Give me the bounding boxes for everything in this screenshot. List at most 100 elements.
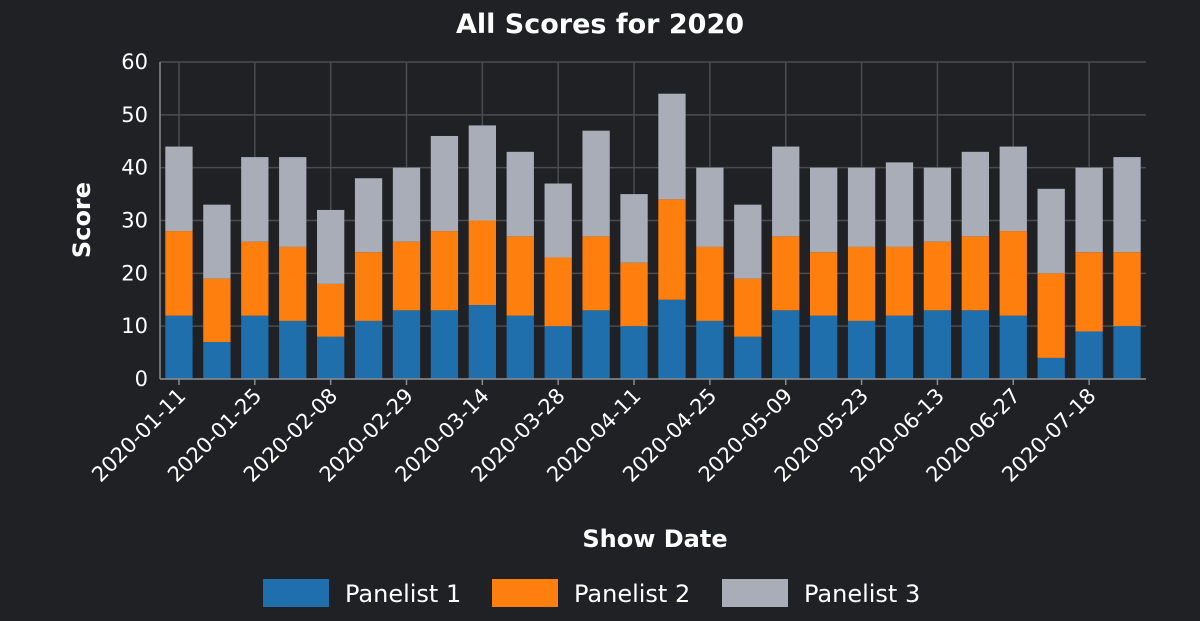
legend-swatch	[263, 579, 329, 607]
legend: Panelist 1 Panelist 2 Panelist 3	[263, 579, 920, 608]
bar-panelist-2	[544, 257, 572, 327]
bar-panelist-1	[923, 310, 952, 379]
bar-panelist-3	[1075, 167, 1103, 253]
bar-panelist-1	[506, 315, 534, 379]
bar-panelist-1	[1037, 357, 1065, 379]
bar-panelist-1	[961, 310, 989, 379]
y-tick-label: 60	[121, 50, 148, 74]
bar-panelist-2	[923, 241, 952, 311]
bars-layer	[165, 93, 1141, 379]
bar-panelist-2	[203, 278, 231, 343]
legend-swatch	[722, 579, 788, 607]
bar-panelist-3	[582, 130, 610, 237]
bar-panelist-3	[1037, 188, 1065, 274]
legend-item: Panelist 1	[263, 579, 461, 608]
y-tick-label: 10	[121, 314, 148, 338]
bar-panelist-1	[468, 305, 496, 379]
bar-panelist-3	[961, 151, 989, 237]
bar-panelist-2	[885, 246, 914, 316]
bar-panelist-3	[165, 146, 193, 232]
y-axis-title: Score	[68, 182, 96, 258]
bar-panelist-3	[544, 183, 572, 258]
bar-panelist-1	[620, 326, 648, 379]
bar-panelist-3	[506, 151, 534, 237]
legend-label: Panelist 1	[345, 580, 461, 608]
bar-panelist-2	[1075, 252, 1103, 332]
bar-panelist-1	[772, 310, 800, 379]
bar-panelist-2	[658, 199, 686, 300]
bar-panelist-1	[392, 310, 421, 379]
chart-title: All Scores for 2020	[456, 9, 744, 40]
bar-panelist-1	[317, 336, 345, 379]
bar-panelist-2	[241, 241, 269, 316]
bar-panelist-3	[734, 204, 762, 279]
bar-panelist-2	[696, 246, 724, 321]
y-tick-label: 30	[121, 209, 148, 233]
bar-panelist-3	[1113, 157, 1141, 253]
bar-panelist-2	[354, 252, 383, 321]
bar-panelist-2	[1037, 273, 1065, 358]
bar-panelist-2	[810, 252, 838, 316]
bar-panelist-1	[658, 299, 686, 379]
bar-panelist-2	[772, 236, 800, 311]
legend-item: Panelist 2	[492, 579, 690, 608]
bar-panelist-2	[1113, 252, 1141, 327]
bar-panelist-3	[885, 162, 914, 247]
bar-panelist-2	[847, 246, 876, 321]
bar-panelist-1	[203, 342, 231, 379]
bar-panelist-2	[506, 236, 534, 316]
bar-panelist-2	[392, 241, 421, 311]
bar-panelist-3	[772, 146, 800, 237]
bar-panelist-1	[885, 315, 914, 379]
bar-panelist-3	[392, 167, 421, 242]
bar-panelist-3	[696, 167, 724, 247]
bar-panelist-3	[317, 209, 345, 284]
y-tick-label: 50	[121, 103, 148, 127]
bar-panelist-1	[354, 320, 383, 379]
bar-panelist-2	[734, 278, 762, 337]
bar-panelist-1	[810, 315, 838, 379]
bar-panelist-2	[620, 262, 648, 327]
bar-panelist-3	[810, 167, 838, 253]
bar-panelist-3	[999, 146, 1027, 232]
bar-panelist-2	[582, 236, 610, 311]
bar-panelist-1	[544, 326, 572, 379]
bar-panelist-1	[582, 310, 610, 379]
bar-panelist-2	[999, 231, 1027, 316]
legend-swatch	[492, 579, 558, 607]
legend-label: Panelist 2	[574, 580, 690, 608]
bar-panelist-1	[999, 315, 1027, 379]
bar-panelist-3	[203, 204, 231, 279]
bar-panelist-3	[241, 157, 269, 242]
bar-panelist-3	[923, 167, 952, 242]
bar-panelist-2	[961, 236, 989, 311]
bar-panelist-1	[734, 336, 762, 379]
bar-panelist-3	[620, 194, 648, 263]
bar-panelist-2	[430, 231, 459, 311]
bar-panelist-1	[1113, 326, 1141, 379]
bar-panelist-2	[468, 220, 496, 306]
legend-label: Panelist 3	[804, 580, 920, 608]
bar-panelist-1	[165, 315, 193, 379]
legend-item: Panelist 3	[722, 579, 920, 608]
bar-panelist-2	[279, 246, 307, 321]
y-tick-label: 20	[121, 261, 148, 285]
y-tick-label: 0	[135, 367, 148, 391]
bar-panelist-2	[165, 231, 193, 316]
bar-panelist-3	[354, 178, 383, 253]
bar-panelist-2	[317, 283, 345, 337]
bar-panelist-3	[847, 167, 876, 247]
bar-panelist-1	[430, 310, 459, 379]
grid-layer	[160, 61, 1146, 380]
bar-panelist-3	[279, 157, 307, 247]
bar-panelist-1	[696, 320, 724, 379]
bar-panelist-1	[279, 320, 307, 379]
bar-panelist-3	[430, 135, 459, 232]
y-tick-label: 40	[121, 156, 148, 180]
bar-panelist-3	[658, 93, 686, 200]
bar-panelist-1	[847, 320, 876, 379]
bar-panelist-1	[241, 315, 269, 379]
bar-panelist-3	[468, 125, 496, 221]
x-axis-title: Show Date	[582, 525, 727, 553]
